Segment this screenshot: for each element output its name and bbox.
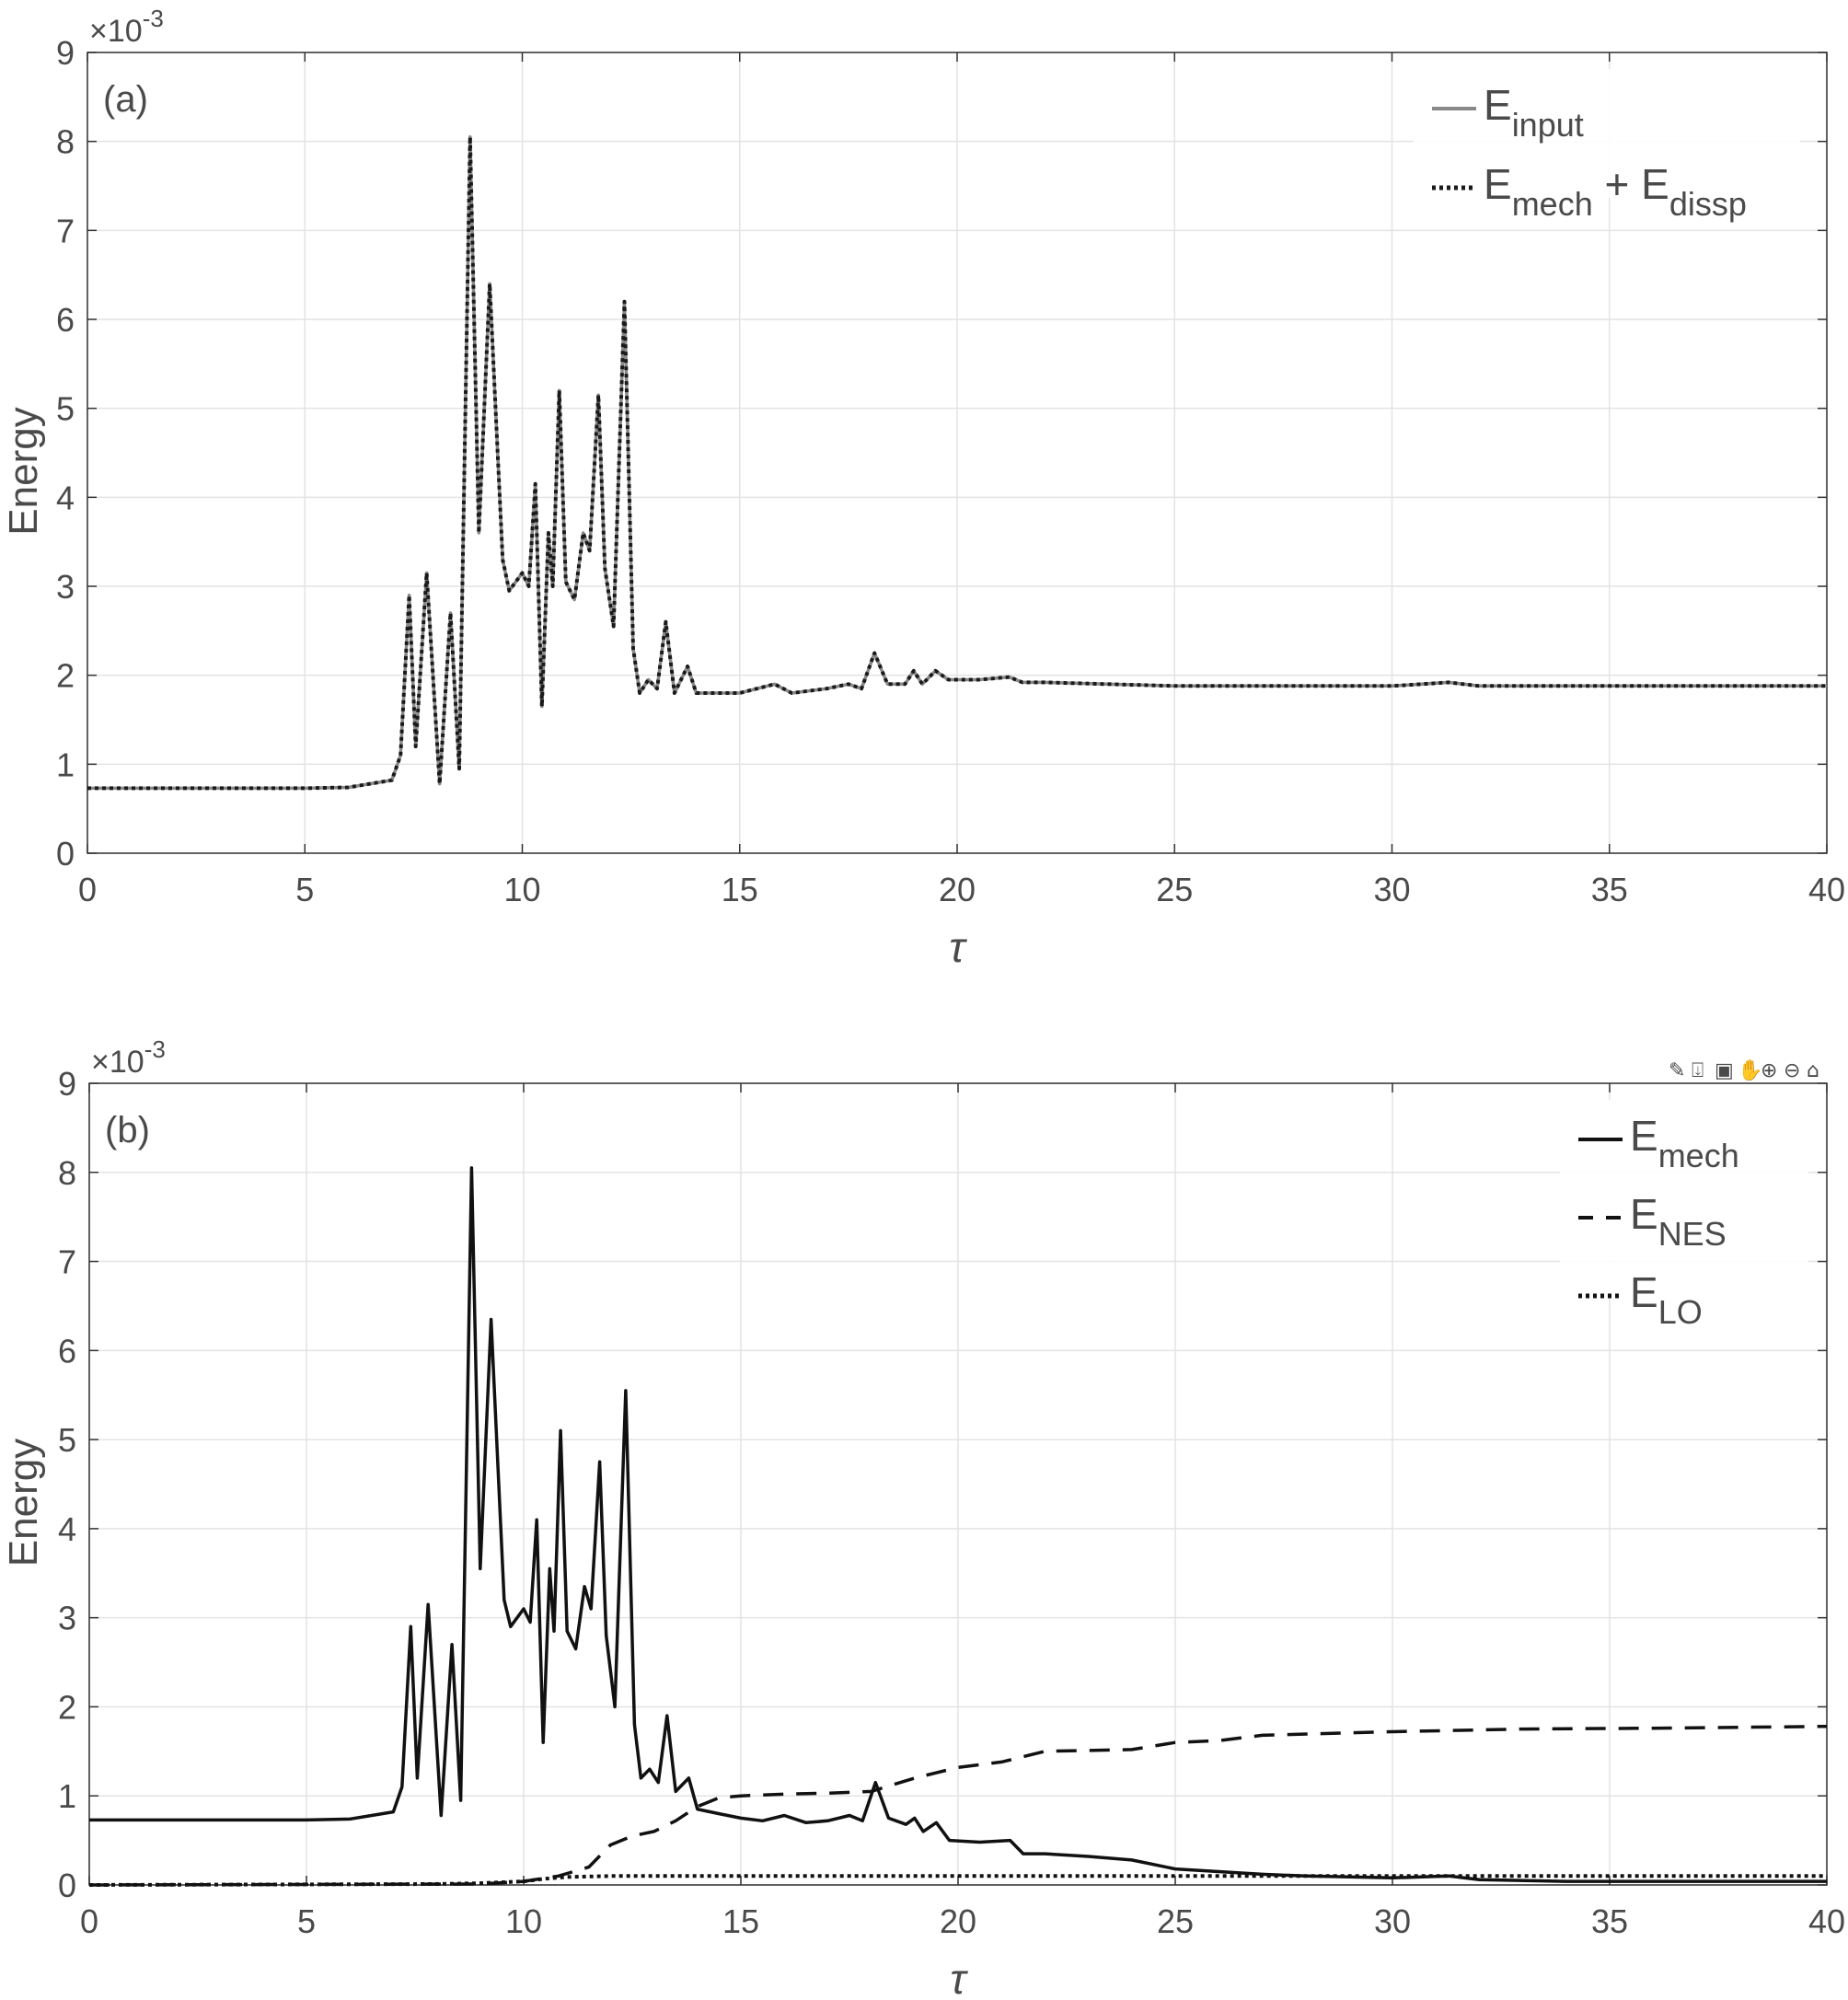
legend-subscript: mech xyxy=(1658,1137,1739,1174)
exponent-base: ×10 xyxy=(89,14,143,49)
legend-subscript: dissp xyxy=(1669,185,1747,223)
y-tick-label: 9 xyxy=(58,1065,76,1103)
legend-text: E xyxy=(1630,1112,1658,1160)
legend-subscript: input xyxy=(1512,106,1584,144)
series-line-2 xyxy=(88,1874,1827,1887)
x-tick-label: 35 xyxy=(1591,1902,1628,1940)
exponent-label: ×10-3 xyxy=(91,1035,166,1080)
y-tick-labels: 0 1 2 3 4 5 6 7 8 9 xyxy=(58,1065,76,1904)
x-tick-label: 25 xyxy=(1157,1902,1194,1940)
brush-icon[interactable]: ✎ xyxy=(1669,1059,1685,1082)
legend-text: E xyxy=(1630,1190,1658,1238)
panel-label: (b) xyxy=(105,1110,150,1150)
pan-icon[interactable]: ✋ xyxy=(1738,1058,1762,1082)
legend-text: E xyxy=(1484,81,1512,129)
legend-background xyxy=(1414,69,1800,198)
y-tick-label: 3 xyxy=(56,568,75,606)
y-tick-label: 4 xyxy=(56,479,75,516)
y-tick-label: 2 xyxy=(56,657,75,695)
y-tick-labels: 0 1 2 3 4 5 6 7 8 9 xyxy=(56,34,75,873)
x-tick-label: 30 xyxy=(1374,1902,1411,1940)
panel-label: (a) xyxy=(103,79,148,120)
y-tick-label: 1 xyxy=(56,746,75,783)
legend-subscript: mech xyxy=(1512,185,1593,223)
x-tick-label: 0 xyxy=(80,1902,98,1940)
series-group xyxy=(87,134,1827,791)
y-tick-label: 4 xyxy=(58,1510,76,1548)
zoom-out-icon[interactable]: ⊖ xyxy=(1784,1059,1800,1082)
x-tick-label: 40 xyxy=(1808,1902,1845,1940)
y-tick-label: 0 xyxy=(58,1867,76,1904)
series-line-0 xyxy=(89,1166,1827,1883)
grid-lines xyxy=(87,52,1828,854)
y-tick-label: 3 xyxy=(58,1600,76,1637)
legend-entry: ELO xyxy=(1630,1268,1703,1331)
save-icon[interactable]: ▣ xyxy=(1715,1059,1734,1082)
exponent-power: -3 xyxy=(144,1035,166,1063)
legend-entry: Einput xyxy=(1484,81,1584,144)
x-tick-label: 20 xyxy=(940,1902,976,1940)
exponent-power: -3 xyxy=(143,5,164,32)
x-axis-label: τ xyxy=(949,923,967,971)
chart-panel-b: 0 5 10 15 20 25 30 35 40 0 1 2 3 4 5 6 7 8 9 (b) ×10-3 En… xyxy=(1,1035,1845,2000)
legend-subscript: LO xyxy=(1658,1293,1703,1331)
legend-text: E xyxy=(1630,1268,1658,1316)
legend-background xyxy=(1560,1100,1808,1293)
legend-entry: ENES xyxy=(1630,1190,1727,1253)
x-tick-label: 15 xyxy=(722,1902,759,1940)
x-tick-label: 25 xyxy=(1156,871,1193,908)
legend-text: + E xyxy=(1593,160,1669,208)
x-tick-labels: 0 5 10 15 20 25 30 35 40 xyxy=(78,871,1845,908)
y-tick-label: 8 xyxy=(56,123,75,161)
tick-marks xyxy=(87,52,1828,854)
x-tick-label: 5 xyxy=(297,1902,316,1940)
x-tick-label: 15 xyxy=(722,871,758,908)
x-tick-label: 0 xyxy=(78,871,97,908)
x-axis-label: τ xyxy=(950,1955,968,2000)
legend-entry: Emech + Edissp xyxy=(1484,160,1747,223)
x-tick-label: 40 xyxy=(1808,871,1845,908)
x-tick-label: 20 xyxy=(939,871,976,908)
y-tick-label: 5 xyxy=(56,390,75,428)
y-tick-label: 6 xyxy=(58,1332,76,1370)
home-icon[interactable]: ⌂ xyxy=(1807,1059,1819,1082)
x-tick-label: 5 xyxy=(295,871,314,908)
y-tick-label: 7 xyxy=(58,1243,76,1281)
y-tick-label: 7 xyxy=(56,212,75,249)
x-tick-label: 30 xyxy=(1373,871,1410,908)
exponent-base: ×10 xyxy=(91,1045,144,1080)
data-tips-icon[interactable]: ⍗ xyxy=(1692,1059,1704,1082)
y-tick-label: 9 xyxy=(56,34,75,72)
x-tick-label: 10 xyxy=(505,1902,542,1940)
y-tick-label: 2 xyxy=(58,1688,76,1726)
series-line-1 xyxy=(88,1724,1828,1887)
x-tick-labels: 0 5 10 15 20 25 30 35 40 xyxy=(80,1902,1845,1940)
series-group xyxy=(88,1166,1828,1887)
y-tick-label: 0 xyxy=(56,835,75,873)
series-line-1 xyxy=(87,134,1827,791)
chart-panel-a: 0 5 10 15 20 25 30 35 40 0 1 2 3 4 5 6 7 8 9 (a) ×10-3 En… xyxy=(1,5,1845,971)
exponent-label: ×10-3 xyxy=(89,5,164,49)
y-tick-label: 1 xyxy=(58,1777,76,1815)
axes-toolbar[interactable]: ✎ ⍗ ▣ ✋⊕ ⊖ ⌂ xyxy=(1669,1058,1819,1082)
y-tick-label: 5 xyxy=(58,1421,76,1459)
y-tick-label: 8 xyxy=(58,1154,76,1192)
legend-subscript: NES xyxy=(1658,1215,1727,1253)
x-tick-label: 10 xyxy=(503,871,540,908)
x-tick-label: 35 xyxy=(1591,871,1628,908)
y-tick-label: 6 xyxy=(56,301,75,339)
legend-entry: Emech xyxy=(1630,1112,1739,1174)
legend-text: E xyxy=(1484,160,1512,208)
y-axis-label: Energy xyxy=(1,1439,46,1566)
y-axis-label: Energy xyxy=(1,407,46,535)
zoom-in-icon[interactable]: ⊕ xyxy=(1761,1059,1777,1082)
